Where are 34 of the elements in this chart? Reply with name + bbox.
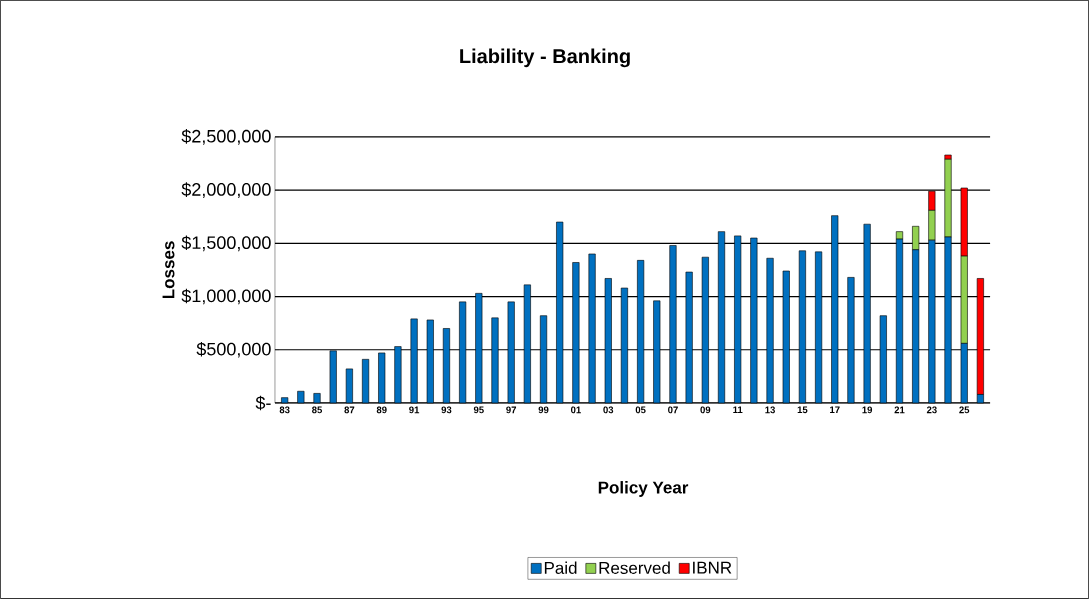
y-tick-label: $500,000 bbox=[196, 341, 271, 358]
x-tick-label: 93 bbox=[441, 406, 452, 414]
x-tick-label: 89 bbox=[376, 406, 387, 414]
x-tick-label: 25 bbox=[959, 406, 970, 414]
x-tick-label: 99 bbox=[538, 406, 549, 414]
x-tick-label: 15 bbox=[797, 406, 808, 414]
y-axis-title: Losses bbox=[162, 241, 175, 299]
x-tick-label: 95 bbox=[473, 406, 484, 414]
x-tick-label: 01 bbox=[570, 406, 581, 414]
x-tick-label: 91 bbox=[409, 406, 420, 414]
chart-title: Liability - Banking bbox=[460, 48, 630, 68]
x-tick-label: 19 bbox=[862, 406, 873, 414]
x-tick-label: 03 bbox=[603, 406, 614, 414]
x-tick-label: 83 bbox=[279, 406, 290, 414]
legend-label: IBNR bbox=[693, 561, 732, 574]
x-tick-label: 05 bbox=[635, 406, 646, 414]
x-tick-label: 17 bbox=[830, 406, 840, 414]
x-tick-label: 09 bbox=[700, 406, 711, 414]
x-tick-label: 13 bbox=[765, 406, 775, 414]
y-tick-label: $- bbox=[255, 395, 271, 411]
legend-label: Paid bbox=[544, 561, 577, 575]
y-tick-label: $2,000,000 bbox=[181, 182, 271, 198]
y-tick-label: $2,500,000 bbox=[181, 129, 271, 145]
x-tick-label: 23 bbox=[926, 406, 937, 414]
x-tick-label: 07 bbox=[668, 406, 678, 414]
y-tick-label: $1,000,000 bbox=[181, 288, 271, 305]
x-tick-label: 97 bbox=[506, 406, 517, 414]
x-tick-label: 11 bbox=[733, 406, 743, 414]
y-tick-label: $1,500,000 bbox=[181, 235, 271, 252]
x-tick-label: 85 bbox=[312, 406, 323, 414]
x-tick-label: 87 bbox=[344, 406, 355, 414]
x-axis-title: Policy Year bbox=[598, 481, 689, 497]
legend-label: Reserved bbox=[599, 561, 670, 575]
x-tick-label: 21 bbox=[894, 406, 905, 414]
